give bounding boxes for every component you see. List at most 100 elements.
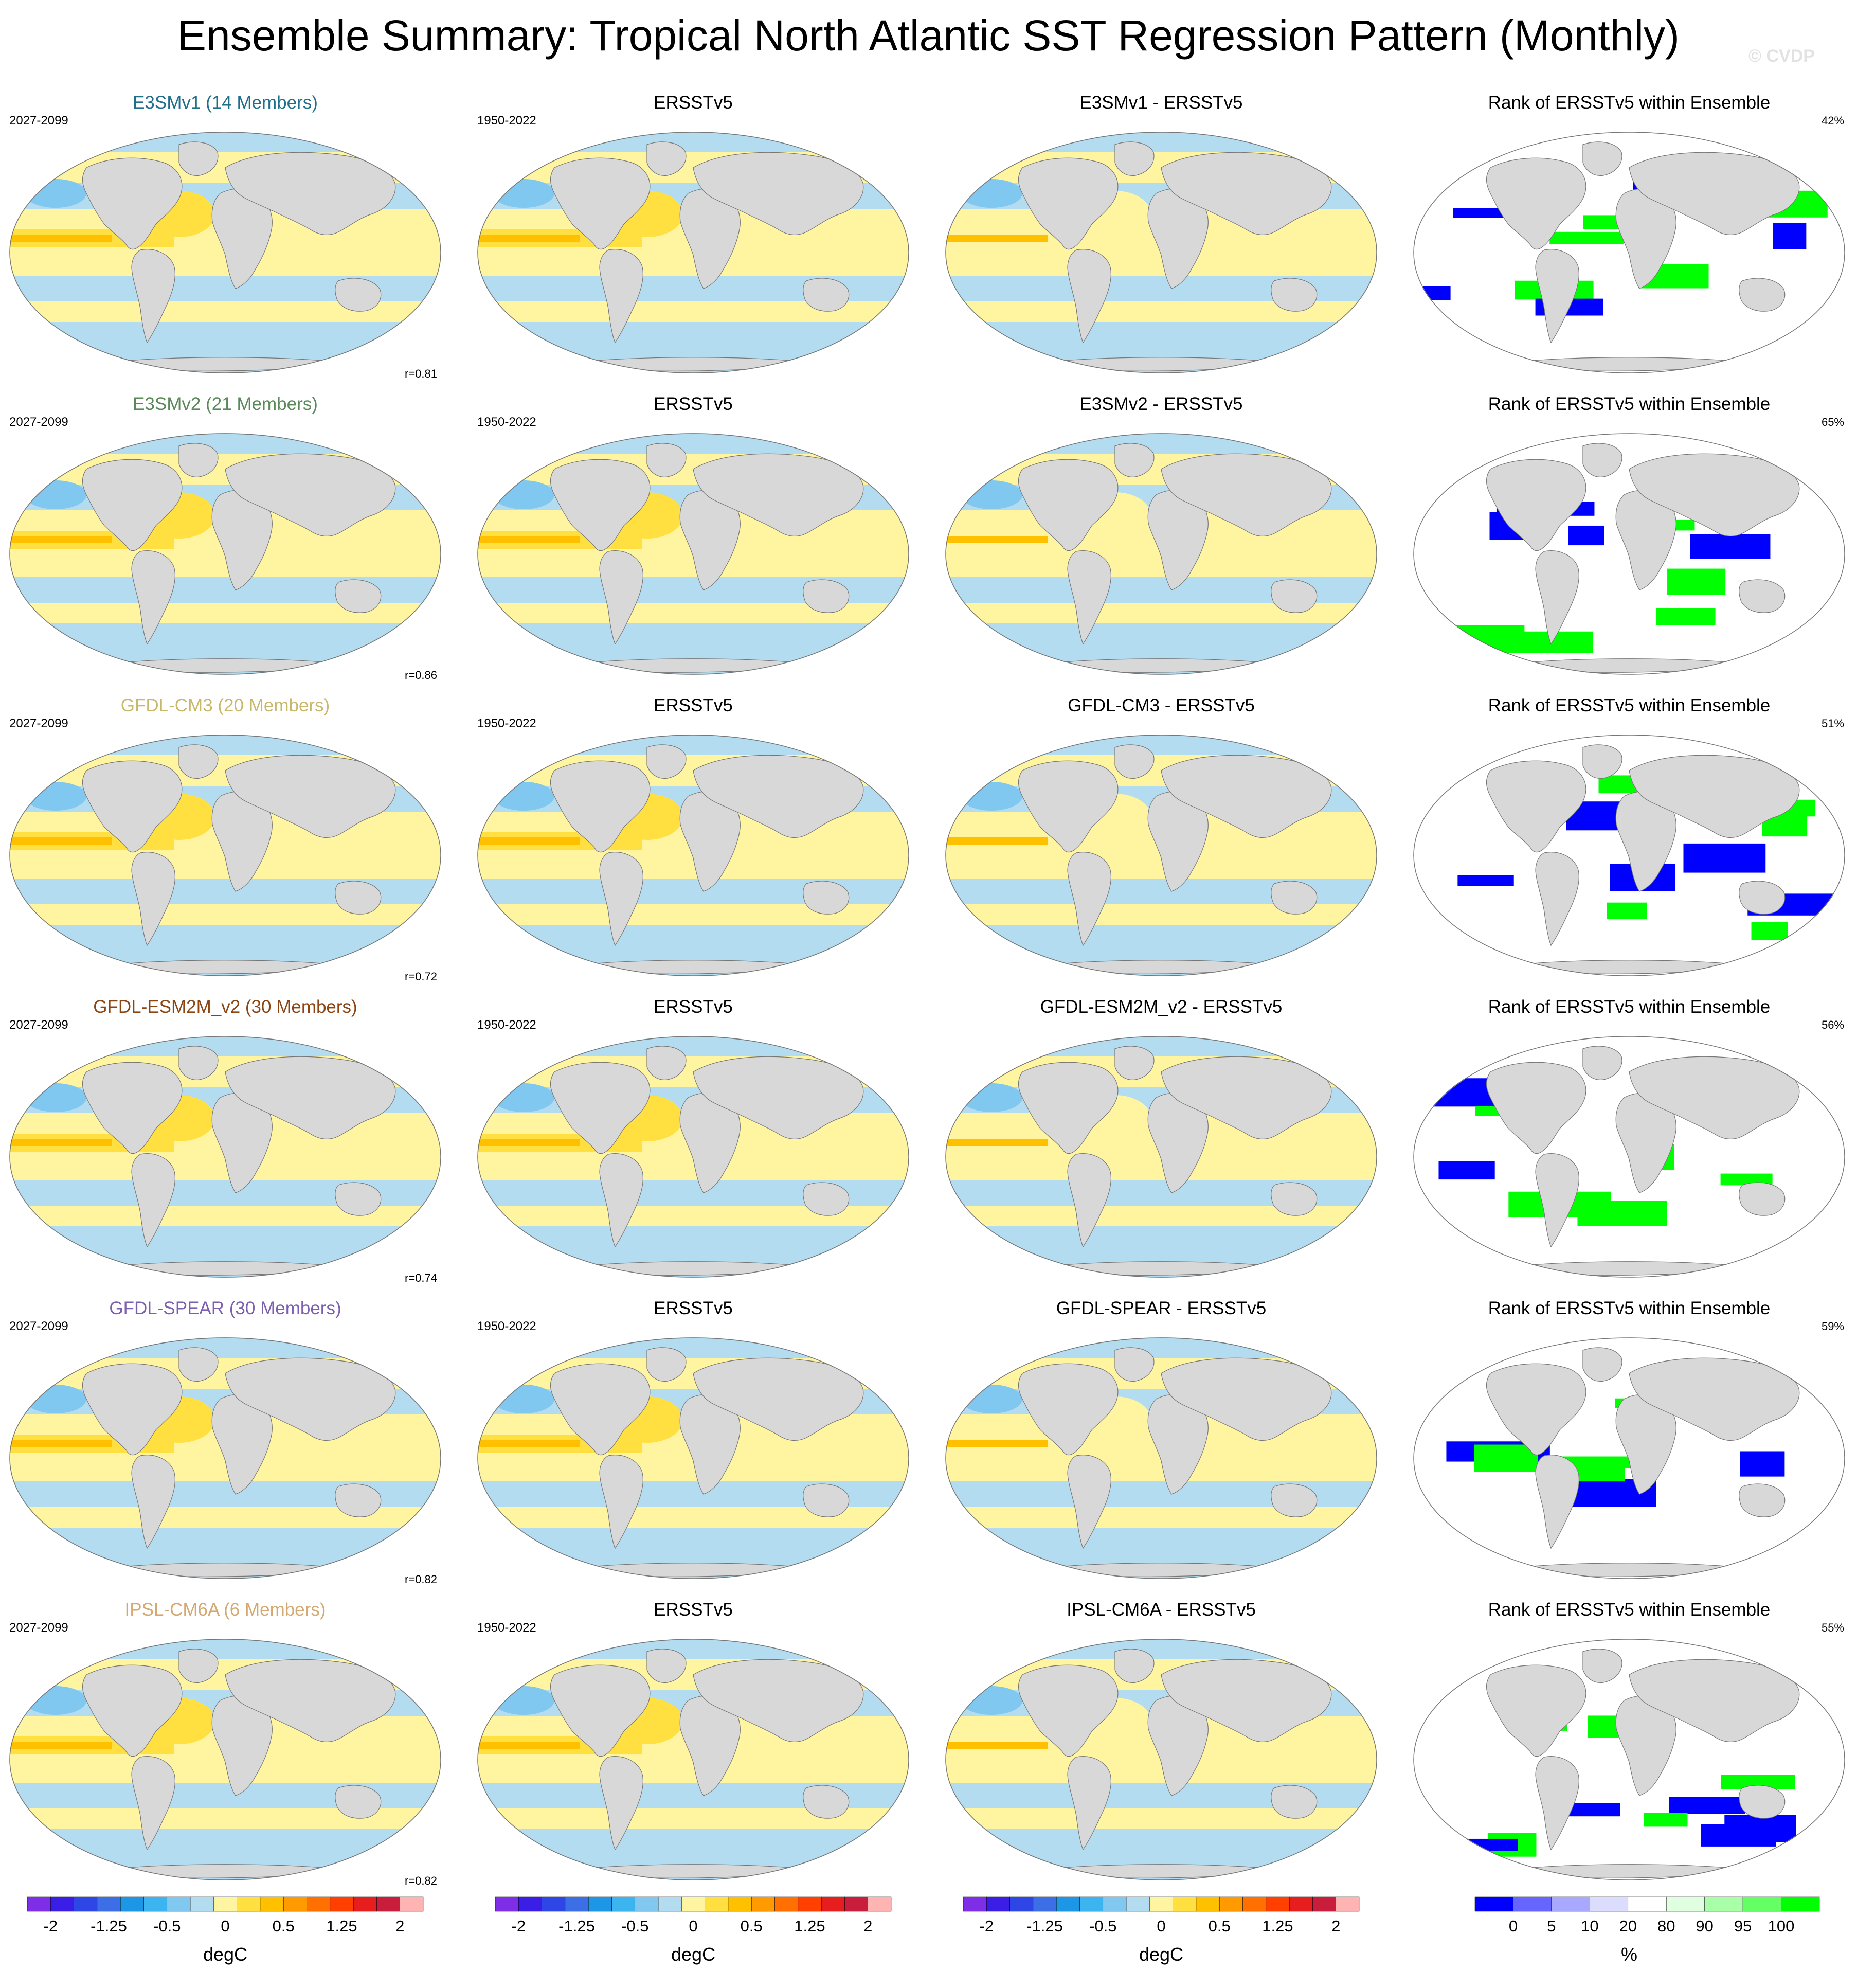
world-map: [1413, 132, 1845, 373]
rank-panel: Rank of ERSSTv5 within Ensemble 42%: [1408, 92, 1850, 393]
diff-panel: GFDL-CM3 - ERSSTv5: [940, 694, 1382, 996]
colorbar-tick: 0.5: [740, 1917, 763, 1935]
colorbar-swatch: [1266, 1896, 1290, 1912]
period-label: 2027-2099: [9, 717, 68, 730]
colorbar-swatch: [518, 1896, 542, 1912]
colorbar-swatch: [1666, 1896, 1705, 1912]
colorbar-swatch: [542, 1896, 566, 1912]
colorbar-unit: %: [1620, 1944, 1637, 1965]
colorbar-swatch: [635, 1896, 659, 1912]
rank-panel: Rank of ERSSTv5 within Ensemble 65%: [1408, 393, 1850, 694]
panel-title: ERSSTv5: [654, 93, 733, 113]
page-title: Ensemble Summary: Tropical North Atlanti…: [177, 11, 1680, 60]
colorbar-swatch: [565, 1896, 589, 1912]
colorbar-swatch: [120, 1896, 144, 1912]
colorbar-tick: 0.5: [1208, 1917, 1231, 1935]
panel-title: Rank of ERSSTv5 within Ensemble: [1488, 695, 1771, 715]
obs-panel: ERSSTv5 1950-2022: [472, 694, 914, 996]
diff-panel: E3SMv1 - ERSSTv5: [940, 92, 1382, 393]
colorbar-swatch: [1289, 1896, 1313, 1912]
colorbar-tick: 95: [1734, 1917, 1752, 1935]
colorbar-tick: -1.25: [91, 1917, 127, 1935]
rank-panel: Rank of ERSSTv5 within Ensemble 56%: [1408, 996, 1850, 1297]
panel-title: ERSSTv5: [654, 394, 733, 414]
model-panel: IPSL-CM6A (6 Members) 2027-2099 r=0.82: [4, 1599, 446, 1900]
colorbar-swatches: [27, 1896, 424, 1912]
model-panel: GFDL-CM3 (20 Members) 2027-2099 r=0.72: [4, 694, 446, 996]
colorbar-tick: 0: [689, 1917, 698, 1935]
colorbar-swatch: [400, 1896, 424, 1912]
rank-panel: Rank of ERSSTv5 within Ensemble 51%: [1408, 694, 1850, 996]
colorbar-swatch: [774, 1896, 799, 1912]
panel-title: Rank of ERSSTv5 within Ensemble: [1488, 1600, 1771, 1620]
period-label: 2027-2099: [9, 415, 68, 429]
period-label: 2027-2099: [9, 1621, 68, 1635]
obs-panel: ERSSTv5 1950-2022: [472, 393, 914, 694]
panel-title: ERSSTv5: [654, 695, 733, 715]
panel-title: GFDL-ESM2M_v2 (30 Members): [93, 997, 357, 1017]
colorbar-tick: -2: [511, 1917, 526, 1935]
world-map: [945, 132, 1377, 373]
colorbar-tick: -0.5: [1089, 1917, 1117, 1935]
model-panel: GFDL-ESM2M_v2 (30 Members) 2027-2099 r=0.7…: [4, 996, 446, 1297]
colorbar-swatch: [751, 1896, 775, 1912]
correlation-label: r=0.81: [405, 367, 437, 380]
colorbar-swatch: [1242, 1896, 1267, 1912]
colorbar-swatch: [1219, 1896, 1243, 1912]
colorbar-swatch: [167, 1896, 191, 1912]
colorbar-swatch: [50, 1896, 74, 1912]
world-map: [477, 735, 909, 976]
colorbar-swatch: [681, 1896, 705, 1912]
colorbar-swatch: [1781, 1896, 1820, 1912]
panel-title: Rank of ERSSTv5 within Ensemble: [1488, 394, 1771, 414]
period-label: 1950-2022: [477, 1621, 536, 1635]
colorbar-tick: -1.25: [558, 1917, 595, 1935]
colorbar-tick: 1.25: [326, 1917, 357, 1935]
world-map: [477, 132, 909, 373]
rank-colorbar: 0 5 10 20 80 90 95 100%: [1408, 1883, 1850, 1975]
colorbar-swatch: [190, 1896, 214, 1912]
colorbar-swatch: [143, 1896, 168, 1912]
sst-colorbar: -2 -1.25 -0.5 0 0.5 1.25 2 degC: [472, 1883, 914, 1975]
panel-title: IPSL-CM6A (6 Members): [124, 1600, 326, 1620]
colorbar-swatch: [353, 1896, 377, 1912]
colorbar-swatch: [986, 1896, 1010, 1912]
colorbar-swatch: [1742, 1896, 1781, 1912]
rank-percent-label: 56%: [1821, 1018, 1844, 1031]
colorbar-swatch: [1551, 1896, 1590, 1912]
colorbar-swatch: [963, 1896, 987, 1912]
colorbar-tick: 5: [1547, 1917, 1556, 1935]
period-label: 1950-2022: [477, 415, 536, 429]
colorbar-swatch: [1474, 1896, 1513, 1912]
colorbar-tick: 0: [221, 1917, 230, 1935]
colorbar-unit: degC: [203, 1944, 248, 1965]
sst-colorbar: -2 -1.25 -0.5 0 0.5 1.25 2 degC: [940, 1883, 1382, 1975]
world-map: [1413, 1639, 1845, 1880]
colorbar-tick: 2: [863, 1917, 873, 1935]
period-label: 2027-2099: [9, 1319, 68, 1333]
colorbar-tick: -0.5: [621, 1917, 649, 1935]
correlation-label: r=0.74: [405, 1271, 437, 1284]
panel-title: GFDL-SPEAR (30 Members): [109, 1298, 341, 1318]
colorbar-swatch: [868, 1896, 892, 1912]
colorbar-swatch: [1196, 1896, 1220, 1912]
obs-panel: ERSSTv5 1950-2022: [472, 92, 914, 393]
colorbar-swatch: [1590, 1896, 1629, 1912]
diff-panel: IPSL-CM6A - ERSSTv5: [940, 1599, 1382, 1900]
world-map: [1413, 1337, 1845, 1579]
world-map: [1413, 1036, 1845, 1278]
colorbar-swatch: [1056, 1896, 1080, 1912]
world-map: [945, 735, 1377, 976]
colorbar-swatch: [798, 1896, 822, 1912]
colorbar-swatch: [1336, 1896, 1360, 1912]
colorbar-tick: 10: [1581, 1917, 1599, 1935]
colorbar-tick: 2: [395, 1917, 405, 1935]
colorbar-swatch: [237, 1896, 261, 1912]
diff-panel: GFDL-ESM2M_v2 - ERSSTv5: [940, 996, 1382, 1297]
obs-panel: ERSSTv5 1950-2022: [472, 1297, 914, 1599]
world-map: [477, 1337, 909, 1579]
colorbar-swatch: [213, 1896, 237, 1912]
diff-panel: GFDL-SPEAR - ERSSTv5: [940, 1297, 1382, 1599]
world-map: [9, 1639, 441, 1880]
colorbar-swatch: [611, 1896, 636, 1912]
